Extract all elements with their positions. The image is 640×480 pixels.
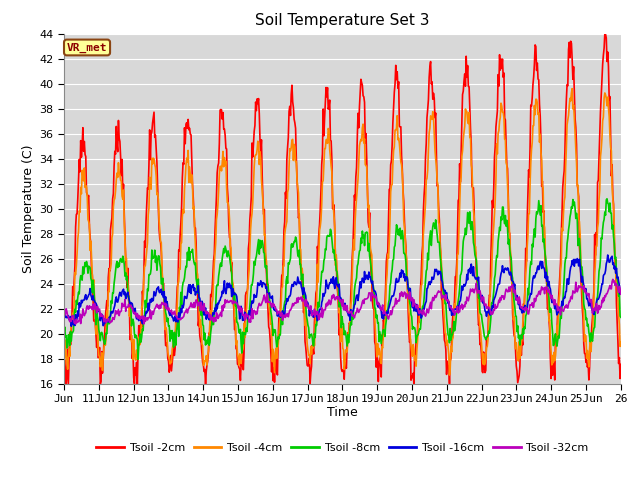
Legend: Tsoil -2cm, Tsoil -4cm, Tsoil -8cm, Tsoil -16cm, Tsoil -32cm: Tsoil -2cm, Tsoil -4cm, Tsoil -8cm, Tsoi… (92, 439, 593, 457)
Tsoil -8cm (603, 196, 611, 202)
Line: Tsoil -16cm: Tsoil -16cm (64, 255, 621, 326)
Tsoil -16cm (604, 252, 612, 258)
Tsoil -8cm (228, 288, 236, 293)
Tsoil -8cm (134, 356, 142, 362)
Tsoil -16cm (126, 303, 134, 309)
Tsoil -4cm (568, 86, 576, 92)
Tsoil -2cm (256, 137, 264, 143)
Tsoil -2cm (228, 284, 236, 290)
X-axis label: Time: Time (327, 406, 358, 419)
Tsoil -16cm (277, 313, 285, 319)
Tsoil -2cm (277, 287, 285, 292)
Tsoil -2cm (60, 374, 68, 380)
Text: VR_met: VR_met (67, 42, 108, 53)
Tsoil -32cm (228, 300, 236, 306)
Tsoil -32cm (432, 295, 440, 300)
Tsoil -32cm (277, 312, 285, 317)
Tsoil -4cm (400, 217, 408, 223)
Tsoil -16cm (432, 268, 440, 274)
Tsoil -16cm (67, 324, 75, 329)
Tsoil -2cm (617, 361, 625, 367)
Title: Soil Temperature Set 3: Soil Temperature Set 3 (255, 13, 429, 28)
Tsoil -4cm (276, 315, 284, 321)
Tsoil -32cm (617, 291, 625, 297)
Line: Tsoil -32cm: Tsoil -32cm (64, 279, 621, 324)
Tsoil -8cm (617, 314, 625, 320)
Tsoil -16cm (228, 286, 236, 291)
Line: Tsoil -4cm: Tsoil -4cm (64, 89, 621, 375)
Tsoil -2cm (601, 31, 609, 36)
Tsoil -4cm (445, 372, 453, 378)
Tsoil -2cm (126, 336, 134, 342)
Y-axis label: Soil Temperature (C): Soil Temperature (C) (22, 144, 35, 273)
Tsoil -16cm (256, 282, 264, 288)
Tsoil -4cm (617, 340, 625, 346)
Tsoil -32cm (401, 289, 408, 295)
Tsoil -32cm (60, 313, 68, 319)
Tsoil -16cm (401, 271, 408, 277)
Tsoil -32cm (256, 302, 264, 308)
Tsoil -8cm (277, 317, 285, 323)
Tsoil -4cm (228, 269, 236, 275)
Tsoil -32cm (609, 276, 617, 282)
Tsoil -16cm (60, 309, 68, 314)
Tsoil -16cm (617, 289, 625, 295)
Tsoil -2cm (62, 381, 70, 387)
Tsoil -4cm (60, 365, 68, 371)
Tsoil -4cm (125, 313, 133, 319)
Tsoil -8cm (125, 299, 133, 304)
Tsoil -32cm (126, 303, 134, 309)
Tsoil -2cm (401, 218, 408, 224)
Tsoil -4cm (255, 162, 263, 168)
Tsoil -8cm (256, 238, 264, 243)
Tsoil -4cm (431, 147, 439, 153)
Line: Tsoil -8cm: Tsoil -8cm (64, 199, 621, 359)
Line: Tsoil -2cm: Tsoil -2cm (64, 34, 621, 384)
Tsoil -8cm (432, 217, 440, 223)
Tsoil -8cm (401, 251, 408, 256)
Tsoil -32cm (72, 321, 79, 327)
Tsoil -8cm (60, 330, 68, 336)
Tsoil -2cm (432, 110, 440, 116)
